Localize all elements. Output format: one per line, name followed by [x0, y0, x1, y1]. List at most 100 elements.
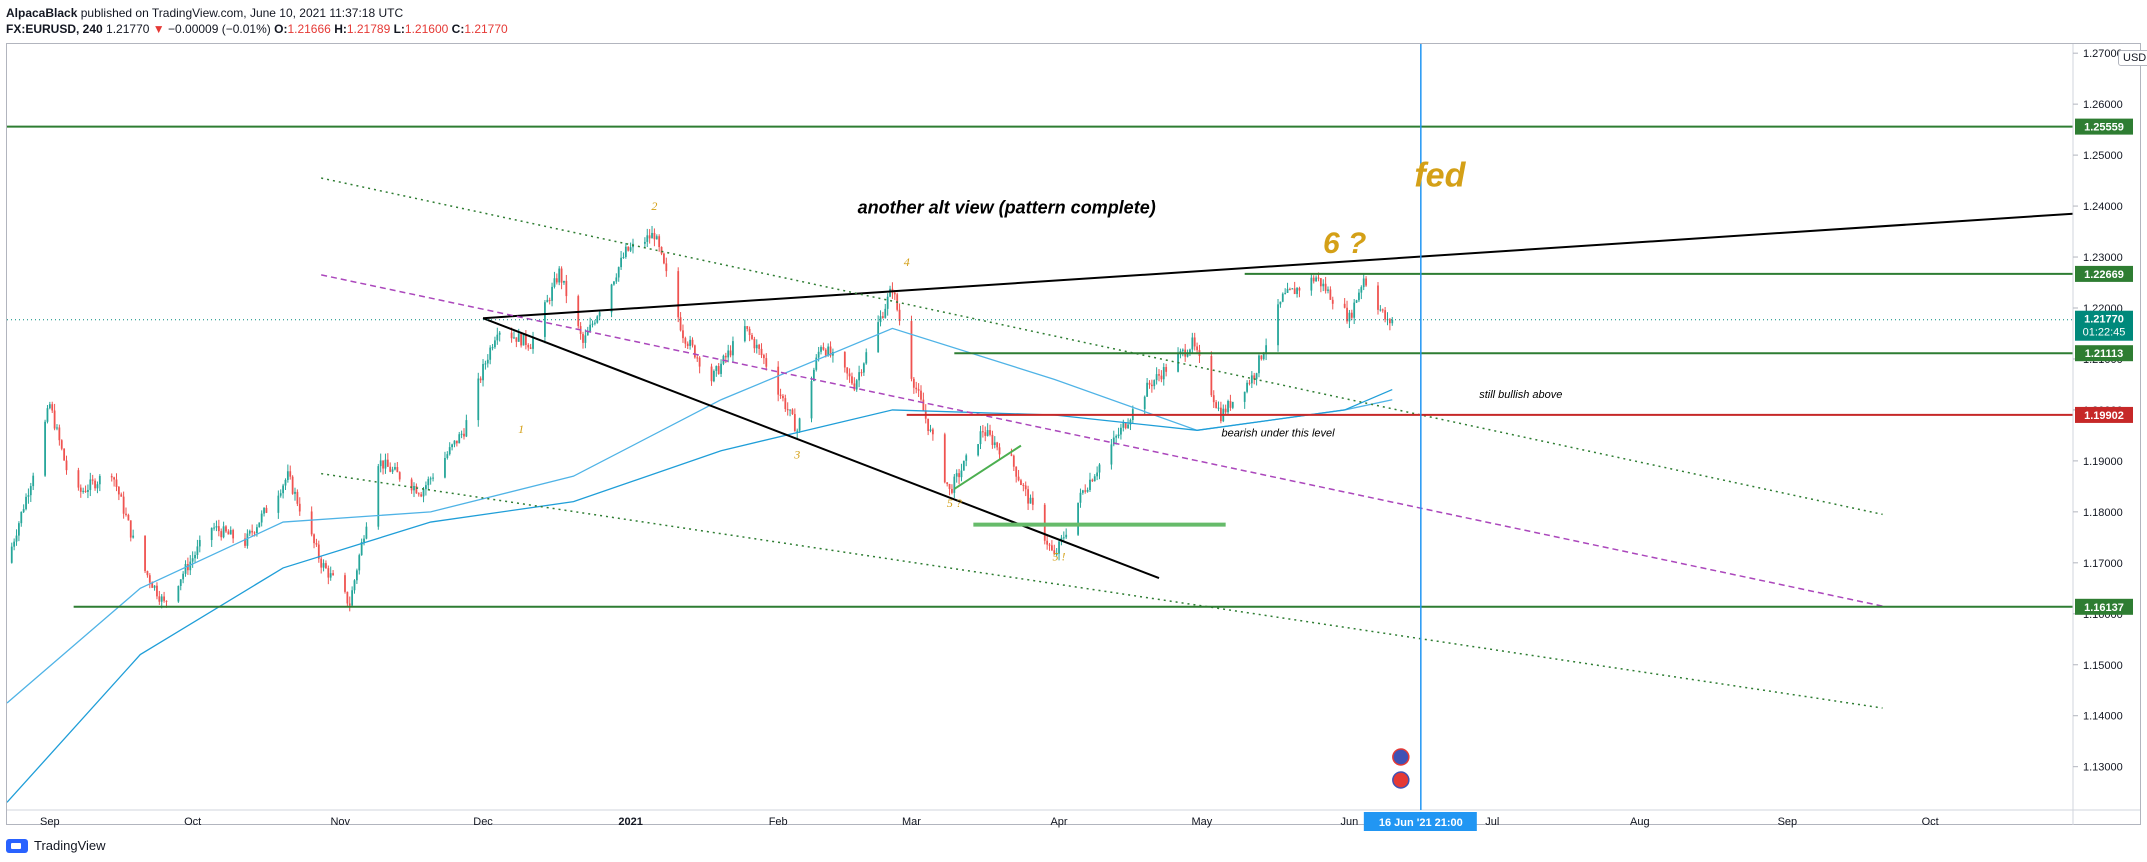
candle-body — [860, 372, 863, 374]
candle-body — [851, 376, 853, 384]
candle-body — [589, 324, 592, 332]
candle-body — [360, 542, 363, 556]
candle-body — [886, 296, 889, 309]
candle-body — [63, 448, 66, 461]
candle-body — [998, 447, 1001, 455]
candle-body — [18, 523, 20, 536]
candle-body — [1260, 355, 1263, 360]
candle-body — [1350, 312, 1353, 318]
x-tick-label: Apr — [1050, 816, 1067, 828]
trend-line — [321, 177, 1883, 516]
candle-body — [979, 431, 982, 445]
candle-body — [548, 299, 551, 301]
candle-body — [422, 489, 425, 497]
candle-body — [29, 486, 32, 496]
candle-body — [177, 585, 180, 602]
candle-body — [1327, 289, 1329, 291]
candle-body — [1319, 278, 1322, 287]
candle-body — [210, 527, 213, 541]
x-tick-label: Nov — [330, 816, 350, 828]
candle-body — [1381, 309, 1384, 311]
candle-body — [510, 332, 513, 339]
candle-body — [491, 347, 494, 349]
candle-body — [279, 493, 282, 496]
x-tick-label: Feb — [769, 816, 788, 828]
candle-body — [184, 564, 187, 574]
candle-body — [713, 370, 715, 382]
candle-body — [753, 338, 756, 349]
candle-body — [191, 558, 194, 562]
candle-body — [946, 482, 949, 485]
candle-body — [696, 357, 699, 359]
candle-body — [413, 485, 415, 491]
candle-body — [79, 487, 82, 492]
currency-badge[interactable]: USD — [2118, 50, 2147, 66]
candle-body — [594, 322, 596, 324]
candle-body — [855, 380, 858, 390]
candle-body — [1051, 545, 1053, 551]
candle-body — [848, 373, 851, 377]
candle-body — [1029, 497, 1032, 504]
candle-body — [1315, 277, 1318, 282]
wave-label: 3 — [793, 447, 800, 461]
candle-body — [148, 575, 151, 583]
x-tick-label: Sep — [40, 816, 60, 828]
open-value: 1.21666 — [287, 22, 331, 36]
candle-body — [91, 479, 94, 481]
candle-body — [993, 442, 996, 446]
candle-body — [1189, 349, 1191, 355]
candle-body — [98, 476, 101, 485]
candle-body — [225, 526, 227, 532]
candle-body — [613, 281, 615, 285]
change-down-icon: ▼ — [152, 22, 165, 36]
symbol-label[interactable]: FX:EURUSD, 240 — [6, 22, 103, 36]
candle-body — [460, 433, 463, 435]
candle-body — [520, 333, 523, 346]
candle-body — [720, 363, 722, 374]
candle-body — [629, 247, 632, 251]
candle-body — [1284, 292, 1287, 294]
candle-body — [244, 538, 246, 546]
candle-body — [1153, 380, 1156, 387]
economic-event-icon — [1392, 748, 1410, 766]
candle-body — [1227, 400, 1229, 413]
candle-body — [446, 454, 449, 458]
candle-body — [684, 338, 687, 344]
y-tick-label: 1.23000 — [2083, 252, 2123, 264]
candle-body — [1277, 304, 1279, 346]
candle-body — [1229, 400, 1232, 408]
candle-body — [948, 484, 951, 489]
chart-annotation: 6 ? — [1323, 227, 1366, 260]
author-name[interactable]: AlpacaBlack — [6, 6, 78, 20]
y-tick-label: 1.18000 — [2083, 507, 2123, 519]
footer: TradingView — [6, 836, 106, 856]
level-price-label: 1.21113 — [2085, 348, 2124, 360]
x-tick-label: Oct — [184, 816, 201, 828]
candle-body — [989, 430, 991, 435]
chart-annotation: still bullish above — [1479, 389, 1562, 401]
candle-body — [53, 410, 56, 429]
chart-frame — [6, 43, 2141, 825]
candle-body — [782, 395, 784, 399]
candle-body — [643, 241, 646, 244]
candle-body — [717, 366, 720, 374]
candle-body — [1048, 544, 1051, 546]
candle-body — [317, 544, 320, 559]
candle-body — [627, 246, 630, 251]
candle-body — [284, 479, 287, 486]
candle-body — [391, 469, 394, 472]
candle-body — [163, 596, 165, 601]
candle-body — [1365, 278, 1367, 286]
candle-body — [1317, 277, 1320, 279]
footer-brand[interactable]: TradingView — [34, 838, 106, 853]
candle-body — [658, 236, 661, 248]
candle-body — [1310, 277, 1313, 291]
candle-body — [113, 477, 116, 480]
candle-body — [724, 355, 727, 358]
candle-body — [529, 347, 532, 349]
candle-body — [213, 527, 215, 529]
candle-body — [732, 341, 734, 356]
last-price-tag — [2075, 310, 2133, 341]
candle-body — [882, 316, 884, 318]
